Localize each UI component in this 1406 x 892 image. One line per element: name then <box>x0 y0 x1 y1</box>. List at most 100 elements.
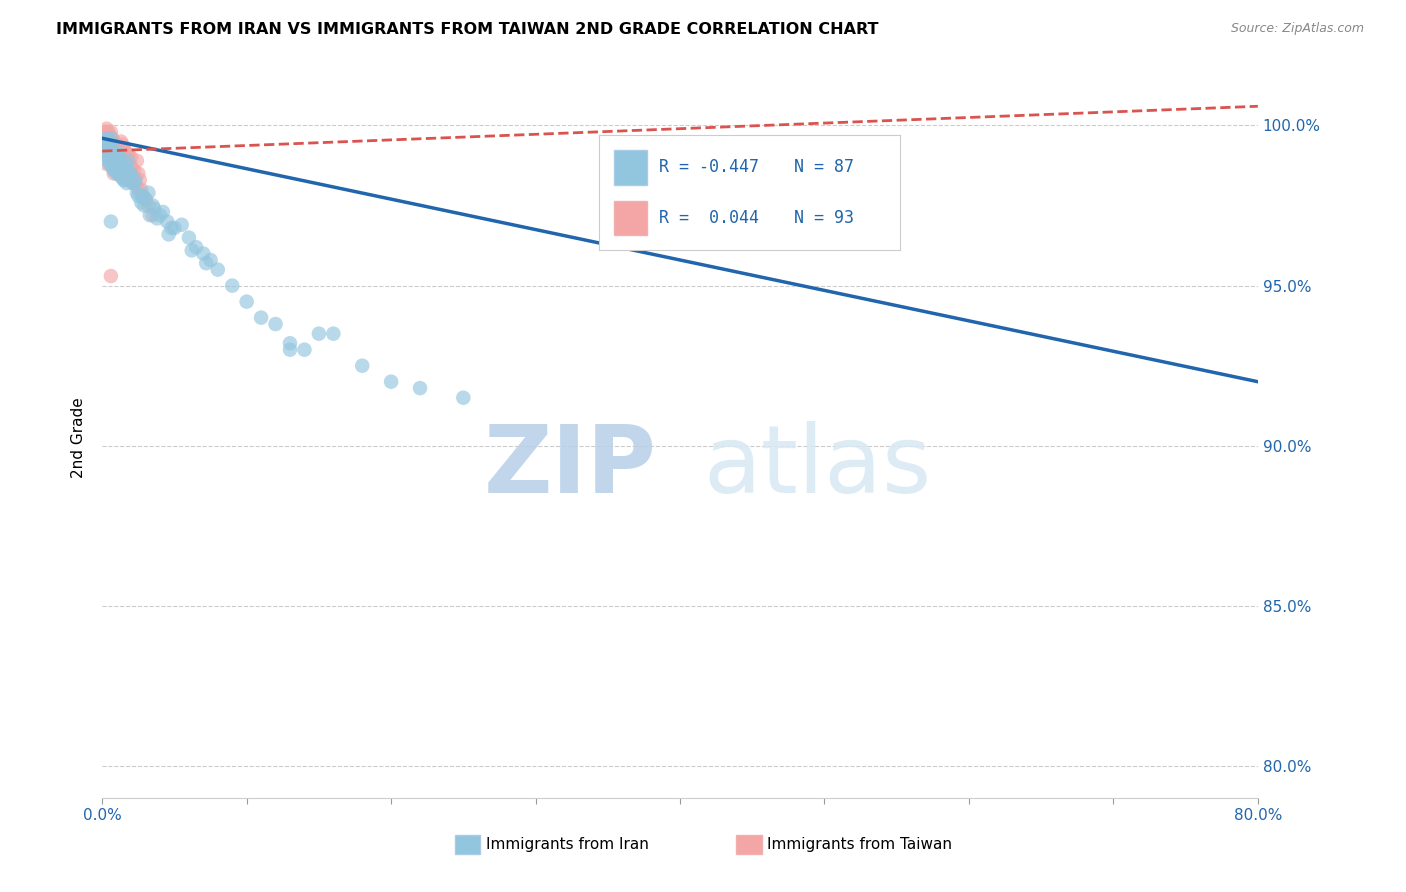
Point <box>112 173 135 187</box>
Point <box>100 144 122 158</box>
Point <box>125 186 148 200</box>
Point <box>122 163 145 178</box>
Point <box>112 163 135 178</box>
Point <box>96 147 118 161</box>
Point <box>97 135 120 149</box>
Point <box>103 141 125 155</box>
Point <box>112 144 135 158</box>
Point <box>98 135 121 149</box>
Point <box>96 121 118 136</box>
Point <box>111 137 134 152</box>
Point <box>97 131 120 145</box>
Point <box>97 131 120 145</box>
Point <box>107 163 129 178</box>
Point <box>101 144 124 158</box>
Point <box>105 147 128 161</box>
Point <box>124 173 146 187</box>
Point <box>163 221 186 235</box>
Point <box>127 189 149 203</box>
Point <box>146 211 169 226</box>
Point <box>103 153 125 168</box>
Point <box>120 160 142 174</box>
Point <box>96 131 118 145</box>
Point <box>103 135 125 149</box>
Point <box>110 135 132 149</box>
Point <box>105 157 128 171</box>
Point <box>105 157 128 171</box>
Point <box>127 167 149 181</box>
Point <box>103 144 125 158</box>
Point <box>96 137 118 152</box>
Point <box>97 135 120 149</box>
Point <box>111 160 134 174</box>
Point <box>104 163 127 178</box>
Point <box>101 137 124 152</box>
Point <box>195 256 218 270</box>
Point <box>97 153 120 168</box>
Point <box>112 160 135 174</box>
Point <box>131 189 153 203</box>
Point <box>152 205 174 219</box>
Point <box>94 131 117 145</box>
Point <box>125 153 148 168</box>
Point <box>157 227 180 242</box>
Point <box>120 173 142 187</box>
Point <box>100 125 122 139</box>
Point <box>105 153 128 168</box>
Point <box>98 141 121 155</box>
Point <box>110 153 132 168</box>
Text: Source: ZipAtlas.com: Source: ZipAtlas.com <box>1230 22 1364 36</box>
Point <box>100 141 122 155</box>
Point <box>101 147 124 161</box>
Point <box>207 262 229 277</box>
Point <box>107 160 129 174</box>
Point <box>104 151 127 165</box>
Text: ZIP: ZIP <box>484 420 657 513</box>
Point <box>138 186 160 200</box>
Point <box>129 195 152 210</box>
Point <box>127 182 149 196</box>
Point <box>114 151 136 165</box>
Point <box>94 135 117 149</box>
Point <box>101 131 124 145</box>
Point <box>98 151 121 165</box>
Point <box>221 278 243 293</box>
Point <box>122 176 145 190</box>
Point <box>96 157 118 171</box>
Point <box>453 391 475 405</box>
Point <box>117 147 139 161</box>
Point <box>107 151 129 165</box>
Point <box>409 381 432 395</box>
Point <box>100 141 122 155</box>
Text: IMMIGRANTS FROM IRAN VS IMMIGRANTS FROM TAIWAN 2ND GRADE CORRELATION CHART: IMMIGRANTS FROM IRAN VS IMMIGRANTS FROM … <box>56 22 879 37</box>
Point <box>110 157 132 171</box>
Point <box>110 169 132 184</box>
Point <box>107 147 129 161</box>
Point <box>110 151 132 165</box>
Point <box>142 208 165 222</box>
Point <box>121 176 143 190</box>
Point <box>100 268 122 283</box>
Point <box>100 214 122 228</box>
Point <box>97 125 120 139</box>
Point <box>103 153 125 168</box>
Point <box>96 137 118 152</box>
Point <box>115 157 138 171</box>
Point <box>120 160 142 174</box>
Point <box>120 167 142 181</box>
Point <box>96 141 118 155</box>
Point <box>96 128 118 142</box>
Point <box>103 147 125 161</box>
Point <box>142 198 165 212</box>
Point <box>97 144 120 158</box>
Point <box>94 125 117 139</box>
Point <box>115 163 138 178</box>
Point <box>105 167 128 181</box>
Point <box>129 182 152 196</box>
Point <box>200 252 222 267</box>
Point <box>149 208 172 222</box>
Point <box>105 151 128 165</box>
Point <box>170 218 193 232</box>
Point <box>124 176 146 190</box>
Point <box>103 167 125 181</box>
